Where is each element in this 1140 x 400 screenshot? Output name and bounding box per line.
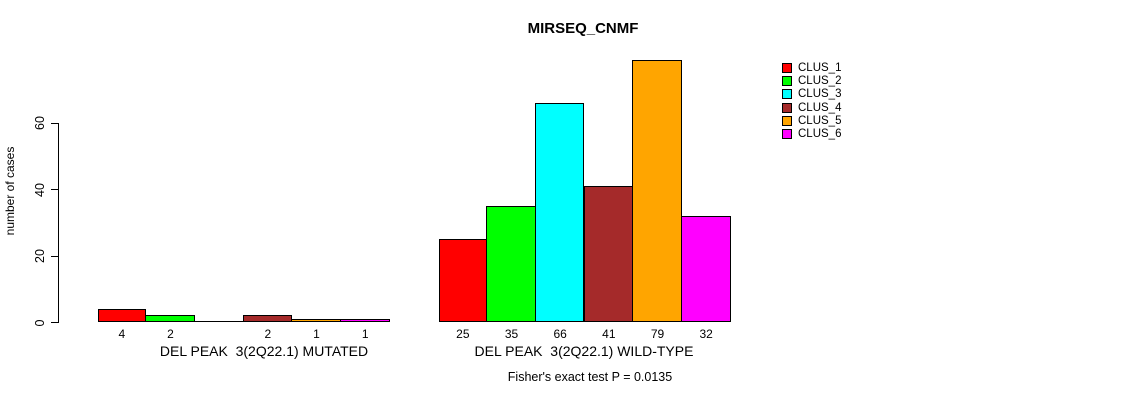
bar-value-label: 2: [264, 326, 272, 341]
legend-swatch-clus_4: [782, 102, 792, 113]
fisher-test-annotation: Fisher's exact test P = 0.0135: [507, 370, 673, 384]
y-axis-tick: [51, 255, 58, 257]
legend-swatch-clus_6: [782, 129, 792, 139]
legend-label-clus_4: CLUS_4: [798, 101, 842, 114]
bar-value-label: 4: [118, 326, 126, 341]
bar-value-label: 79: [650, 326, 665, 341]
bar-value-label: 41: [602, 326, 616, 341]
bar-value-label: 25: [456, 326, 470, 341]
bar-clus_3-group2: [534, 102, 585, 322]
bar-value-label: 1: [361, 326, 369, 341]
zero-bar-clus_3-group1: [193, 321, 244, 322]
bar-clus_2-group1: [145, 315, 195, 322]
bar-clus_5-group2: [632, 59, 682, 322]
legend-label-clus_5: CLUS_5: [798, 114, 842, 127]
bar-clus_2-group2: [486, 205, 536, 322]
bar-value-label: 35: [504, 326, 519, 341]
chart-title: MIRSEQ_CNMF: [527, 20, 639, 37]
legend-label-clus_3: CLUS_3: [798, 88, 842, 101]
group-label-2: DEL PEAK 3(2Q22.1) WILD-TYPE: [474, 343, 694, 359]
bar-clus_5-group1: [291, 318, 341, 322]
bar-clus_1-group2: [438, 239, 488, 322]
bar-clus_6-group1: [339, 318, 390, 322]
bar-value-label: 32: [699, 326, 713, 341]
legend-swatch-clus_2: [782, 76, 792, 87]
legend-swatch-clus_1: [782, 63, 792, 73]
bar-clus_4-group2: [583, 185, 634, 322]
bar-value-label: 66: [553, 326, 567, 341]
y-axis-tick: [51, 189, 58, 191]
legend-swatch-clus_5: [782, 115, 792, 126]
y-axis-tick: [51, 122, 58, 124]
bar-value-label: 2: [167, 326, 174, 341]
bar-clus_1-group1: [97, 308, 147, 322]
y-axis-tick-label: 0: [33, 319, 47, 326]
legend-label-clus_6: CLUS_6: [798, 128, 842, 140]
y-axis-tick-label: 60: [33, 116, 47, 131]
bar-clus_4-group1: [242, 315, 293, 322]
y-axis-line: [58, 123, 59, 323]
y-axis-tick-label: 20: [33, 249, 47, 264]
group-label-1: DEL PEAK 3(2Q22.1) MUTATED: [159, 343, 369, 359]
legend-label-clus_2: CLUS_2: [798, 75, 842, 88]
y-axis-tick: [51, 322, 58, 323]
legend-label-clus_1: CLUS_1: [798, 62, 842, 74]
legend-swatch-clus_3: [782, 89, 792, 100]
bar-value-label: 1: [313, 326, 320, 341]
bar-clus_6-group2: [680, 215, 731, 322]
y-axis-tick-label: 40: [33, 182, 47, 197]
